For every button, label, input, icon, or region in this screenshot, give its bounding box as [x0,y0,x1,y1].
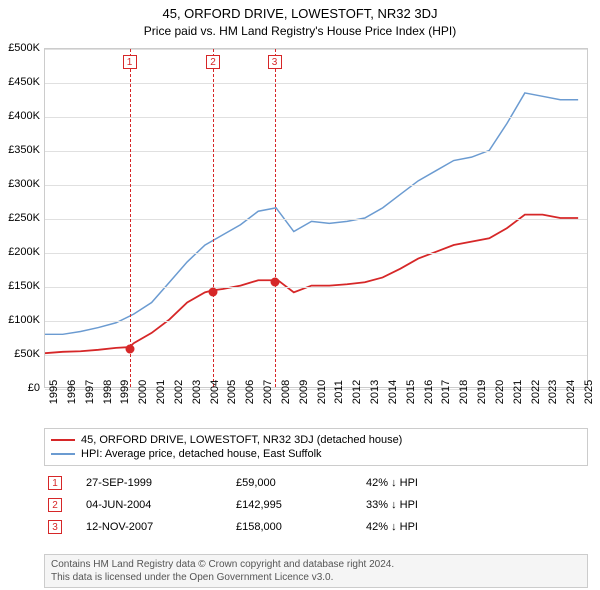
series-line [45,93,578,334]
legend: 45, ORFORD DRIVE, LOWESTOFT, NR32 3DJ (d… [44,428,588,466]
sales-row: 1 27-SEP-1999£59,00042% ↓ HPI [44,472,588,494]
gridline [45,287,587,288]
x-tick-label: 2025 [583,380,595,404]
legend-item: 45, ORFORD DRIVE, LOWESTOFT, NR32 3DJ (d… [51,433,581,447]
y-tick-label: £250K [0,212,40,224]
x-tick-label: 2004 [209,380,221,404]
chart-subtitle: Price paid vs. HM Land Registry's House … [0,21,600,42]
legend-label: 45, ORFORD DRIVE, LOWESTOFT, NR32 3DJ (d… [81,434,402,446]
x-tick-label: 1999 [119,380,131,404]
sales-price: £142,995 [236,499,366,511]
gridline [45,83,587,84]
x-tick-label: 2001 [155,380,167,404]
x-tick-label: 2016 [423,380,435,404]
sale-marker-box: 3 [268,55,282,69]
sales-marker: 3 [48,520,62,534]
x-tick-label: 2018 [458,380,470,404]
legend-swatch [51,453,75,455]
x-tick-label: 1998 [102,380,114,404]
x-tick-label: 2024 [565,380,577,404]
sale-marker-line [130,49,131,387]
footer-line-1: Contains HM Land Registry data © Crown c… [51,558,581,571]
y-tick-label: £400K [0,110,40,122]
sales-date: 12-NOV-2007 [86,521,236,533]
y-tick-label: £100K [0,314,40,326]
x-tick-label: 2015 [405,380,417,404]
x-tick-label: 2009 [298,380,310,404]
sale-marker-box: 1 [123,55,137,69]
sales-delta: 42% ↓ HPI [366,477,418,489]
sale-point [125,344,134,353]
footer-line-2: This data is licensed under the Open Gov… [51,571,581,584]
sale-marker-line [213,49,214,387]
x-tick-label: 1997 [84,380,96,404]
gridline [45,49,587,50]
x-tick-label: 2010 [316,380,328,404]
footer-attribution: Contains HM Land Registry data © Crown c… [44,554,588,588]
x-tick-label: 2014 [387,380,399,404]
x-tick-label: 2011 [333,380,345,404]
x-tick-label: 2020 [494,380,506,404]
legend-item: HPI: Average price, detached house, East… [51,447,581,461]
sale-point [209,287,218,296]
sales-table: 127-SEP-1999£59,00042% ↓ HPI204-JUN-2004… [44,472,588,538]
chart-title: 45, ORFORD DRIVE, LOWESTOFT, NR32 3DJ [0,0,600,21]
x-tick-label: 1995 [48,380,60,404]
sales-delta: 42% ↓ HPI [366,521,418,533]
gridline [45,253,587,254]
sales-date: 04-JUN-2004 [86,499,236,511]
sales-marker: 2 [48,498,62,512]
line-chart-svg [45,49,587,387]
y-tick-label: £200K [0,246,40,258]
sales-delta: 33% ↓ HPI [366,499,418,511]
series-line [45,215,578,354]
x-tick-label: 2002 [173,380,185,404]
legend-swatch [51,439,75,441]
sales-date: 27-SEP-1999 [86,477,236,489]
y-tick-label: £450K [0,76,40,88]
x-tick-label: 2022 [530,380,542,404]
gridline [45,117,587,118]
x-tick-label: 2021 [512,380,524,404]
y-tick-label: £0 [0,382,40,394]
y-tick-label: £150K [0,280,40,292]
x-tick-label: 2006 [244,380,256,404]
x-tick-label: 2005 [226,380,238,404]
sales-price: £59,000 [236,477,366,489]
x-tick-label: 2003 [191,380,203,404]
legend-label: HPI: Average price, detached house, East… [81,448,322,460]
sale-point [270,277,279,286]
x-tick-label: 2023 [547,380,559,404]
x-tick-label: 2008 [280,380,292,404]
gridline [45,321,587,322]
y-tick-label: £500K [0,42,40,54]
gridline [45,355,587,356]
sales-price: £158,000 [236,521,366,533]
x-tick-label: 1996 [66,380,78,404]
y-tick-label: £50K [0,348,40,360]
chart-container: 45, ORFORD DRIVE, LOWESTOFT, NR32 3DJ Pr… [0,0,600,590]
gridline [45,185,587,186]
x-tick-label: 2019 [476,380,488,404]
x-tick-label: 2007 [262,380,274,404]
gridline [45,151,587,152]
y-tick-label: £300K [0,178,40,190]
sales-marker: 1 [48,476,62,490]
sales-row: 3 12-NOV-2007£158,00042% ↓ HPI [44,516,588,538]
x-tick-label: 2012 [351,380,363,404]
x-tick-label: 2013 [369,380,381,404]
sales-row: 2 04-JUN-2004£142,99533% ↓ HPI [44,494,588,516]
sale-marker-box: 2 [206,55,220,69]
gridline [45,219,587,220]
plot-area: 1 2 3 [44,48,588,388]
x-tick-label: 2017 [440,380,452,404]
y-tick-label: £350K [0,144,40,156]
sale-marker-line [275,49,276,387]
x-tick-label: 2000 [137,380,149,404]
